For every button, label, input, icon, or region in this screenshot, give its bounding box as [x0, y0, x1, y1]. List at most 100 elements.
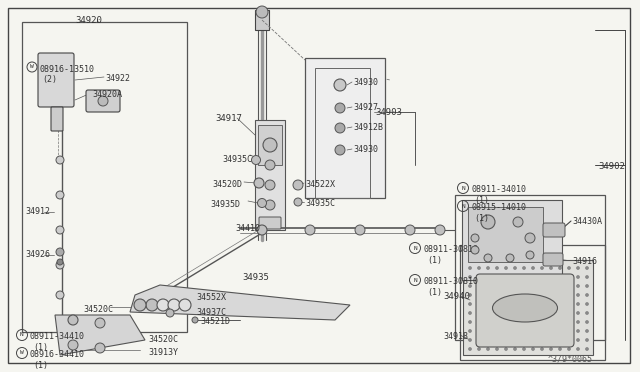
Circle shape: [522, 285, 525, 288]
Text: W: W: [20, 350, 24, 356]
Circle shape: [504, 347, 508, 350]
Circle shape: [568, 311, 570, 314]
Circle shape: [513, 347, 516, 350]
Circle shape: [477, 285, 481, 288]
Circle shape: [568, 285, 570, 288]
Circle shape: [484, 254, 492, 262]
Circle shape: [265, 160, 275, 170]
Text: 34521D: 34521D: [200, 317, 230, 326]
Circle shape: [98, 96, 108, 106]
Circle shape: [559, 330, 561, 333]
Circle shape: [522, 302, 525, 305]
Circle shape: [550, 339, 552, 341]
Circle shape: [95, 318, 105, 328]
Text: 08911-30810: 08911-30810: [423, 245, 478, 254]
Text: 08916-13510: 08916-13510: [39, 65, 94, 74]
Circle shape: [531, 266, 534, 269]
Circle shape: [468, 347, 472, 350]
Circle shape: [293, 180, 303, 190]
Circle shape: [577, 302, 579, 305]
Circle shape: [95, 343, 105, 353]
Text: 34920A: 34920A: [92, 90, 122, 99]
Circle shape: [477, 302, 481, 305]
Circle shape: [568, 302, 570, 305]
Circle shape: [541, 339, 543, 341]
Text: (1): (1): [33, 343, 48, 352]
Circle shape: [559, 276, 561, 279]
Circle shape: [531, 285, 534, 288]
Circle shape: [504, 330, 508, 333]
Circle shape: [550, 266, 552, 269]
Text: (2): (2): [42, 75, 57, 84]
Circle shape: [146, 299, 158, 311]
Circle shape: [550, 294, 552, 296]
Circle shape: [486, 321, 490, 324]
Circle shape: [531, 311, 534, 314]
Circle shape: [468, 321, 472, 324]
Circle shape: [541, 311, 543, 314]
Circle shape: [522, 347, 525, 350]
Circle shape: [495, 339, 499, 341]
Text: N: N: [413, 246, 417, 250]
Circle shape: [477, 266, 481, 269]
Circle shape: [265, 200, 275, 210]
Circle shape: [477, 347, 481, 350]
Circle shape: [522, 330, 525, 333]
Circle shape: [486, 294, 490, 296]
Circle shape: [256, 6, 268, 18]
FancyBboxPatch shape: [51, 107, 63, 131]
Text: (1): (1): [33, 361, 48, 370]
Circle shape: [504, 339, 508, 341]
Circle shape: [568, 330, 570, 333]
Text: 34918: 34918: [443, 332, 468, 341]
FancyBboxPatch shape: [86, 90, 120, 112]
Circle shape: [468, 285, 472, 288]
Circle shape: [56, 261, 64, 269]
Circle shape: [495, 330, 499, 333]
Text: W: W: [30, 64, 34, 70]
FancyBboxPatch shape: [543, 223, 565, 237]
Circle shape: [559, 266, 561, 269]
Circle shape: [550, 347, 552, 350]
Circle shape: [531, 330, 534, 333]
Circle shape: [522, 339, 525, 341]
FancyBboxPatch shape: [543, 253, 563, 266]
Circle shape: [531, 321, 534, 324]
Circle shape: [468, 330, 472, 333]
Text: 31913Y: 31913Y: [148, 348, 178, 357]
Circle shape: [495, 302, 499, 305]
Circle shape: [504, 311, 508, 314]
Circle shape: [586, 321, 589, 324]
Text: 34903: 34903: [375, 108, 402, 117]
Circle shape: [495, 311, 499, 314]
Text: 34522X: 34522X: [305, 180, 335, 189]
Circle shape: [157, 299, 169, 311]
Circle shape: [486, 276, 490, 279]
Circle shape: [468, 266, 472, 269]
Circle shape: [513, 302, 516, 305]
Circle shape: [294, 198, 302, 206]
Circle shape: [57, 259, 63, 265]
Circle shape: [477, 330, 481, 333]
Circle shape: [577, 276, 579, 279]
Text: 34520D: 34520D: [212, 180, 242, 189]
Circle shape: [559, 294, 561, 296]
Circle shape: [531, 347, 534, 350]
Circle shape: [541, 330, 543, 333]
Circle shape: [481, 215, 495, 229]
Circle shape: [334, 79, 346, 91]
Text: (1): (1): [474, 214, 489, 223]
Circle shape: [577, 330, 579, 333]
Circle shape: [495, 276, 499, 279]
Circle shape: [541, 294, 543, 296]
Circle shape: [586, 302, 589, 305]
Circle shape: [179, 299, 191, 311]
Circle shape: [568, 347, 570, 350]
Circle shape: [559, 285, 561, 288]
Circle shape: [541, 302, 543, 305]
Circle shape: [559, 321, 561, 324]
Circle shape: [577, 285, 579, 288]
Circle shape: [504, 321, 508, 324]
Circle shape: [525, 233, 535, 243]
Circle shape: [252, 155, 260, 164]
